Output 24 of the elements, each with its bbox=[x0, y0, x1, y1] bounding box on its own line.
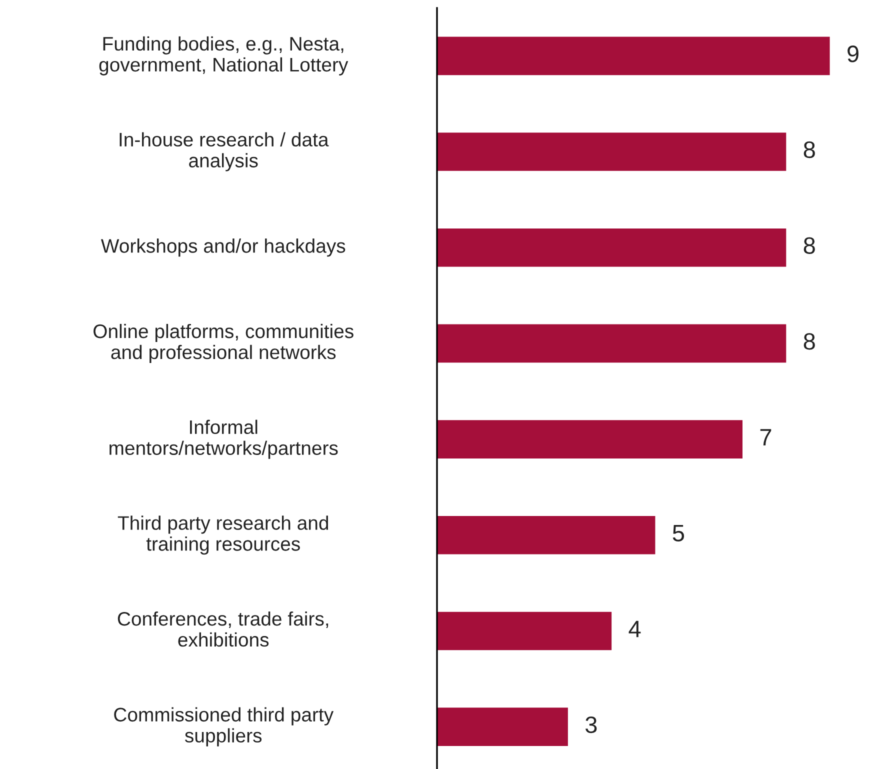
bar bbox=[437, 420, 743, 458]
bar bbox=[437, 612, 612, 650]
y-tick-label: Informal mentors/networks/partners bbox=[110, 420, 338, 459]
y-tick-label: Third party research and training resources bbox=[118, 516, 328, 555]
data-label: 8 bbox=[804, 141, 815, 158]
bar bbox=[437, 132, 786, 171]
bar bbox=[437, 36, 830, 76]
y-tick-label: Online platforms, communities and professional networks bbox=[94, 324, 354, 363]
data-label: 4 bbox=[628, 620, 641, 638]
y-tick-label: Funding bodies, e.g., Nesta, government, National Lottery bbox=[99, 36, 348, 76]
data-label: 5 bbox=[672, 525, 684, 542]
bar bbox=[437, 708, 568, 746]
y-tick-label: Conferences, trade fairs, exhibitions bbox=[118, 611, 328, 647]
data-label: 9 bbox=[848, 46, 858, 62]
bar bbox=[437, 228, 786, 267]
y-tick-label: In-house research / data analysis bbox=[120, 132, 329, 172]
data-label: 3 bbox=[586, 716, 597, 734]
bar bbox=[437, 516, 656, 554]
data-label: 7 bbox=[760, 429, 772, 446]
data-label: 8 bbox=[804, 333, 815, 350]
y-tick-label: Workshops and/or hackdays bbox=[100, 238, 346, 257]
data-label: 8 bbox=[804, 237, 815, 254]
y-tick-label: Commissioned third party suppliers bbox=[114, 707, 334, 746]
bar bbox=[437, 324, 786, 363]
